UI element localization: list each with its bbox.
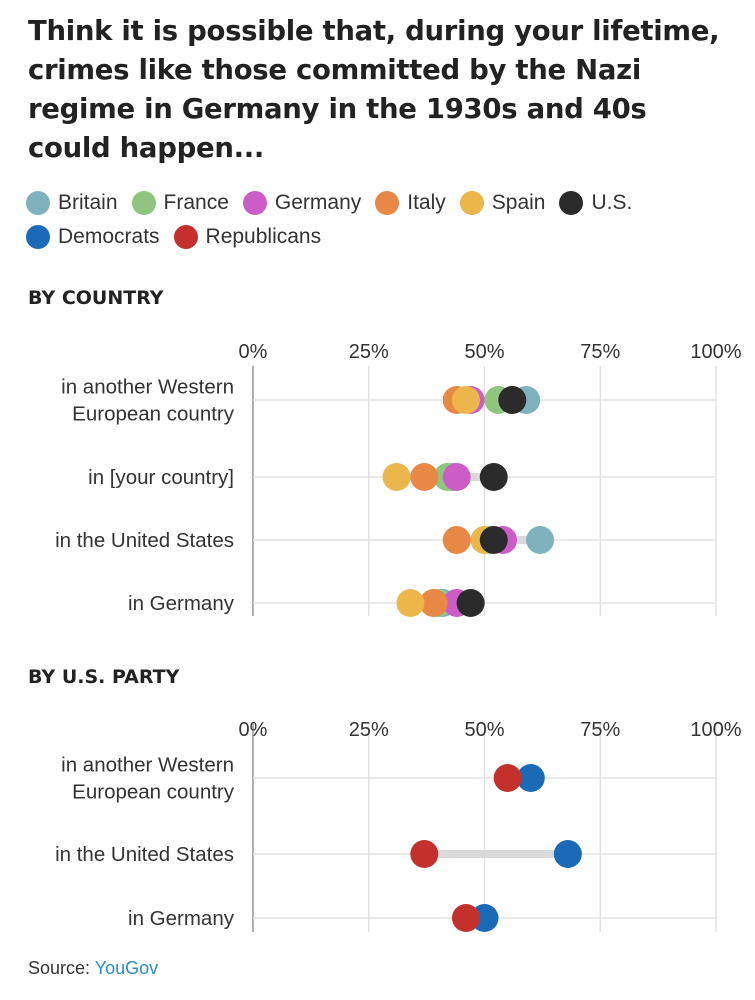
legend-label-spain: Spain bbox=[491, 191, 546, 214]
x-tick-label: 50% bbox=[464, 341, 504, 363]
source-note: Source: YouGov bbox=[28, 958, 158, 979]
legend-swatch-democrats bbox=[26, 225, 50, 249]
category-label: in Germany bbox=[128, 592, 235, 615]
category-label: in the United States bbox=[55, 843, 234, 866]
category-label: in [your country] bbox=[88, 466, 234, 489]
legend-label-germany: Germany bbox=[274, 191, 362, 214]
legend-label-france: France bbox=[163, 191, 229, 214]
legend-swatch-italy bbox=[375, 191, 400, 215]
x-tick-label: 100% bbox=[690, 341, 741, 363]
legend-swatch-spain bbox=[459, 191, 484, 215]
x-tick-label: 0% bbox=[239, 719, 268, 741]
category-label: in another Western bbox=[61, 754, 234, 777]
legend-item-us: U.S. bbox=[559, 191, 632, 215]
dot-spain bbox=[451, 386, 480, 414]
dot-u-s bbox=[479, 526, 508, 554]
dot-u-s bbox=[498, 386, 527, 414]
legend-row-countries: Britain France Germany Italy Spain U.S. bbox=[26, 186, 726, 220]
category-label: in the United States bbox=[55, 529, 234, 552]
dot-u-s bbox=[479, 463, 508, 491]
x-tick-label: 50% bbox=[464, 719, 504, 741]
source-label: Source: bbox=[28, 958, 91, 978]
legend-label-us: U.S. bbox=[591, 191, 633, 214]
dot-spain bbox=[382, 463, 411, 491]
legend-item-spain: Spain bbox=[459, 191, 546, 215]
legend-item-britain: Britain bbox=[26, 191, 118, 215]
legend-item-democrats: Democrats bbox=[26, 225, 160, 249]
dot-italy bbox=[419, 589, 448, 617]
legend: Britain France Germany Italy Spain U.S. … bbox=[26, 186, 726, 254]
legend-swatch-republicans bbox=[173, 225, 198, 249]
chart-by-party: 0% 25% 50% 75% 100% in another Western Europea… bbox=[55, 719, 742, 932]
legend-label-democrats: Democrats bbox=[58, 225, 160, 248]
dot-republicans bbox=[493, 764, 522, 792]
legend-swatch-france bbox=[131, 191, 156, 215]
category-label: European country bbox=[72, 781, 235, 804]
dot-democrats bbox=[553, 840, 582, 868]
dot-republicans bbox=[410, 840, 439, 868]
legend-swatch-germany bbox=[242, 191, 267, 215]
dot-spain bbox=[396, 589, 425, 617]
x-tick-label: 0% bbox=[239, 341, 268, 363]
chart-title: Think it is possible that, during your l… bbox=[28, 15, 720, 164]
dot-italy bbox=[410, 463, 439, 491]
source-link[interactable]: YouGov bbox=[94, 958, 159, 978]
section-title-by-country: BY COUNTRY bbox=[28, 287, 164, 309]
dot-britain bbox=[526, 526, 555, 554]
legend-item-italy: Italy bbox=[375, 191, 446, 215]
legend-label-italy: Italy bbox=[407, 191, 446, 214]
category-label: in another Western bbox=[61, 376, 234, 399]
section-title-by-party: BY U.S. PARTY bbox=[28, 666, 180, 688]
category-label: in Germany bbox=[128, 907, 235, 930]
legend-item-france: France bbox=[131, 191, 229, 215]
legend-item-germany: Germany bbox=[242, 191, 362, 215]
legend-label-britain: Britain bbox=[58, 191, 118, 214]
legend-swatch-us bbox=[559, 191, 584, 215]
legend-swatch-britain bbox=[26, 191, 50, 215]
x-tick-label: 75% bbox=[580, 341, 620, 363]
legend-label-republicans: Republicans bbox=[205, 225, 322, 248]
x-tick-label: 75% bbox=[580, 719, 620, 741]
x-tick-label: 25% bbox=[349, 719, 389, 741]
legend-item-republicans: Republicans bbox=[173, 225, 322, 249]
dot-italy bbox=[442, 526, 471, 554]
dot-democrats bbox=[516, 764, 545, 792]
x-tick-label: 25% bbox=[349, 341, 389, 363]
chart-by-country: 0% 25% 50% 75% 100% in another Western Europea… bbox=[55, 341, 742, 617]
category-label: European country bbox=[72, 403, 235, 426]
dot-republicans bbox=[451, 904, 480, 932]
dot-u-s bbox=[456, 589, 485, 617]
legend-row-parties: Democrats Republicans bbox=[26, 220, 726, 254]
x-tick-label: 100% bbox=[690, 719, 741, 741]
dot-germany bbox=[442, 463, 471, 491]
